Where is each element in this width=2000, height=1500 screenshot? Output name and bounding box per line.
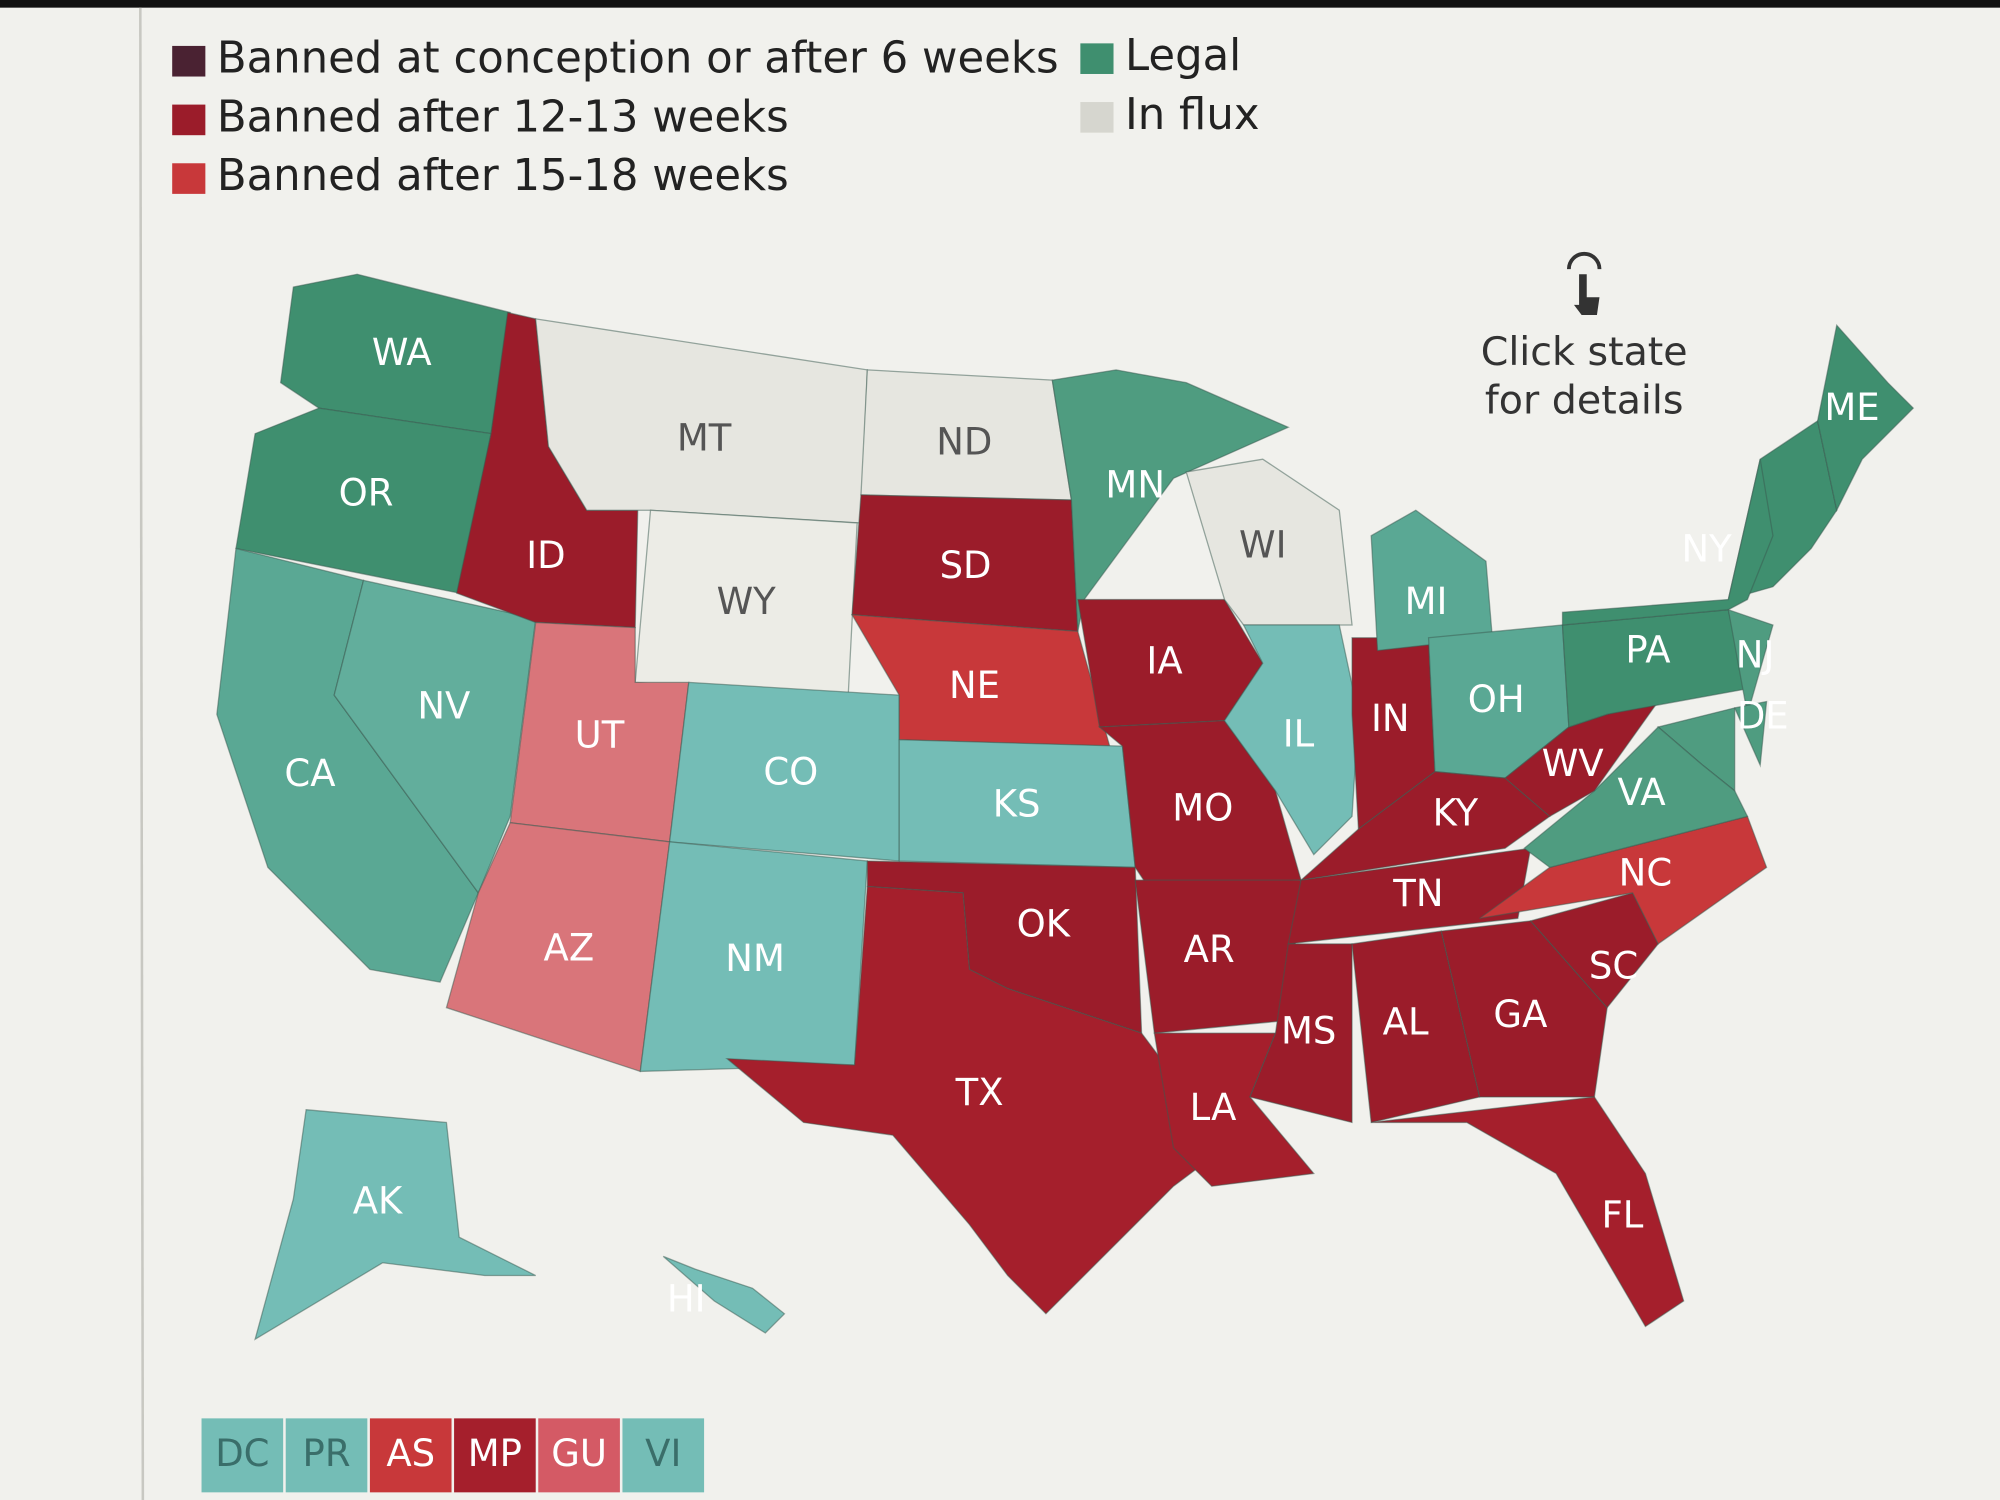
panel-edge: [139, 7, 145, 1500]
state[interactable]: [235, 407, 492, 594]
state[interactable]: [898, 739, 1136, 869]
hint-text: for details: [1485, 378, 1684, 424]
state[interactable]: [725, 885, 1226, 1315]
legend-label: Banned after 15-18 weeks: [217, 151, 789, 201]
territory[interactable]: [201, 1418, 284, 1493]
state[interactable]: [639, 841, 869, 1073]
state-label: NY: [1682, 528, 1733, 571]
state[interactable]: [1223, 624, 1360, 856]
state[interactable]: [1561, 609, 1749, 728]
territory[interactable]: [538, 1418, 620, 1493]
legend-swatch: [172, 163, 206, 194]
legend-swatch: [1080, 43, 1114, 74]
state[interactable]: [851, 494, 1079, 633]
state[interactable]: [1051, 369, 1290, 632]
state[interactable]: [634, 509, 858, 696]
hint-text: Click state: [1481, 329, 1688, 375]
territory[interactable]: [454, 1418, 536, 1493]
state[interactable]: [1249, 943, 1353, 1124]
state[interactable]: [1370, 509, 1494, 652]
state[interactable]: [1287, 847, 1532, 945]
state[interactable]: [1440, 920, 1608, 1098]
territory[interactable]: [622, 1418, 705, 1493]
territory[interactable]: [285, 1418, 368, 1493]
legend-swatch: [172, 45, 206, 77]
state[interactable]: [1185, 458, 1353, 626]
legend-swatch: [1080, 102, 1114, 133]
legend-label: Legal: [1125, 31, 1241, 81]
state[interactable]: [1816, 323, 1915, 513]
state[interactable]: [445, 822, 671, 1073]
state[interactable]: [668, 681, 900, 862]
legend-label: Banned at conception or after 6 weeks: [217, 34, 1059, 84]
top-edge: [0, 0, 2000, 8]
state[interactable]: [860, 369, 1073, 501]
state[interactable]: [1733, 700, 1768, 768]
legend-label: Banned after 12-13 weeks: [217, 92, 789, 142]
legend-swatch: [172, 104, 206, 136]
state[interactable]: [254, 1109, 536, 1341]
state[interactable]: [1727, 608, 1774, 715]
territory[interactable]: [369, 1418, 452, 1493]
state[interactable]: [1561, 459, 1774, 626]
state[interactable]: [1523, 726, 1749, 869]
state[interactable]: [1371, 1096, 1685, 1328]
state[interactable]: [534, 318, 869, 524]
hand-icon: [1566, 251, 1602, 316]
state[interactable]: [1134, 879, 1302, 1034]
state[interactable]: [662, 1255, 786, 1334]
legend-label: In flux: [1125, 90, 1260, 140]
